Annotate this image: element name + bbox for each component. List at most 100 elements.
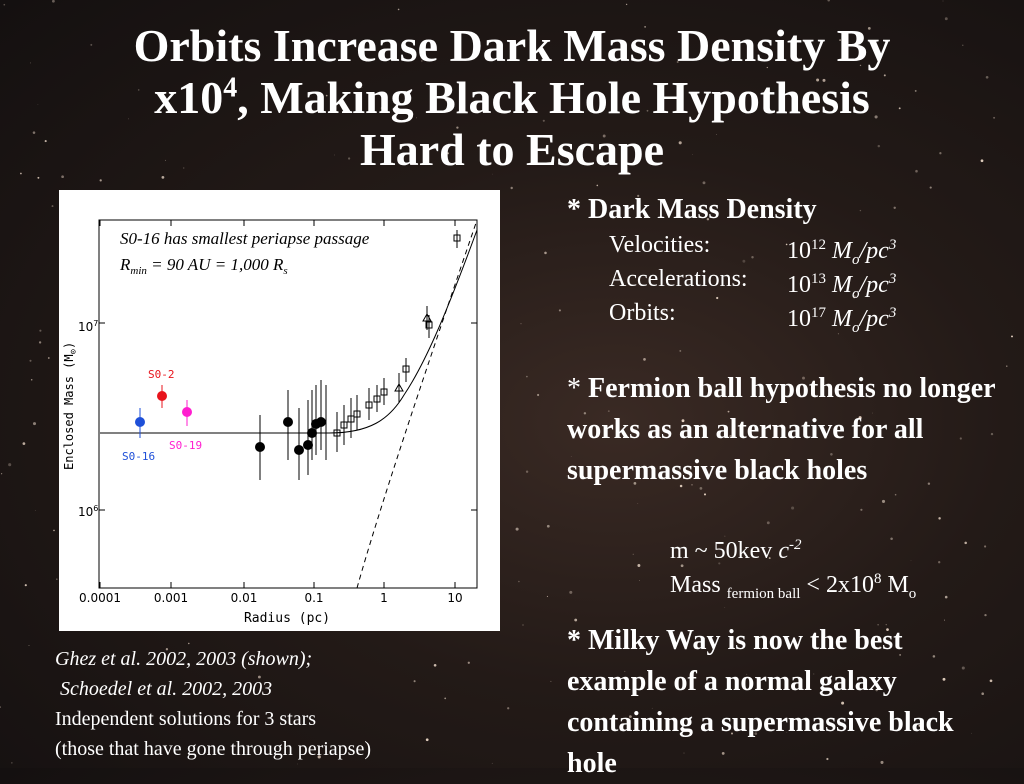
star-dot	[730, 382, 732, 383]
star-dot	[39, 329, 42, 332]
bullet2-fermion: * Fermion ball hypothesis no longer work…	[567, 373, 996, 486]
caption-line-1: Ghez et al. 2002, 2003 (shown);	[55, 648, 313, 670]
star-dot	[751, 256, 754, 259]
star-dot	[53, 529, 55, 532]
row-label: Velocities:	[609, 232, 711, 258]
star-dot	[569, 590, 573, 594]
star-dot	[325, 94, 328, 97]
x-axis-label: Radius (pc)	[244, 611, 330, 626]
star-dot	[416, 117, 417, 119]
plot-caption: Ghez et al. 2002, 2003 (shown); Schoedel…	[55, 644, 505, 764]
star-dot	[34, 510, 36, 511]
star-dot	[596, 184, 599, 187]
star-dot	[841, 701, 845, 705]
star-dot	[699, 487, 703, 490]
star-dot	[32, 131, 36, 134]
star-dot	[51, 205, 54, 208]
star-dot	[413, 680, 416, 683]
star-dot	[766, 521, 770, 525]
star-dot	[883, 74, 886, 77]
star-dot	[8, 463, 12, 467]
star-dot	[877, 624, 879, 626]
star-s02	[157, 385, 167, 408]
star-dot	[569, 203, 572, 206]
star-dot	[993, 116, 996, 119]
star-dot	[542, 119, 545, 122]
star-dot	[165, 648, 169, 651]
star-dot	[727, 410, 730, 413]
bullet1-heading: * Dark Mass Density	[567, 194, 817, 225]
star-dot	[702, 181, 706, 185]
ytick-upper: 107	[78, 319, 98, 334]
title-line-1: Orbits Increase Dark Mass Density By	[133, 20, 891, 71]
star-dot	[964, 541, 967, 545]
star-dot	[984, 613, 987, 617]
star-dot	[893, 206, 896, 209]
caption-line-2: Schoedel et al. 2002, 2003	[55, 678, 273, 700]
star-dot	[510, 186, 513, 190]
star-dot	[756, 718, 758, 720]
star-dot	[880, 760, 884, 764]
star-dot	[692, 153, 693, 155]
black-data-points	[259, 380, 327, 480]
caption-line-3: Independent solutions for 3 stars	[55, 708, 317, 730]
star-dot	[984, 545, 987, 548]
star-dot	[56, 578, 58, 580]
star-dot	[724, 606, 726, 608]
star-dot	[716, 134, 718, 135]
star-dot	[879, 646, 882, 649]
plot-annotation-line2: Rmin = 90 AU = 1,000 Rs	[119, 255, 288, 277]
star-dot	[681, 419, 685, 423]
star-dot	[522, 624, 524, 626]
star-dot	[981, 692, 984, 695]
star-dot	[742, 259, 746, 263]
star-dot	[467, 661, 470, 664]
label-s016: S0-16	[122, 450, 155, 463]
star-dot	[680, 564, 684, 568]
star-dot	[3, 3, 6, 6]
star-dot	[910, 560, 912, 561]
star-dot	[651, 707, 653, 709]
black-dots	[255, 417, 326, 455]
star-dot	[546, 524, 550, 528]
star-dot	[971, 732, 972, 734]
star-dot	[275, 30, 278, 34]
star-dot	[32, 422, 37, 426]
star-dot	[99, 179, 102, 182]
star-dot	[444, 98, 448, 102]
star-dot	[827, 0, 830, 2]
star-dot	[37, 176, 40, 179]
row-value: 1017 Mo/pc3	[787, 305, 897, 336]
stellar-cluster-curve	[356, 219, 478, 589]
star-dot	[0, 706, 1, 708]
star-dot	[649, 386, 652, 389]
y-ticks	[99, 322, 477, 511]
star-dot	[507, 707, 510, 710]
star-dot	[859, 209, 862, 212]
star-dot	[746, 673, 748, 675]
star-dot	[860, 508, 863, 511]
xtick-5: 10	[447, 591, 462, 605]
star-dot	[830, 453, 833, 456]
xtick-1: 0.001	[154, 591, 188, 605]
label-s019: S0-19	[169, 439, 202, 452]
star-dot	[679, 349, 682, 352]
star-dot	[380, 106, 384, 110]
star-dot	[391, 162, 393, 164]
star-dot	[676, 60, 679, 64]
star-dot	[927, 482, 931, 485]
star-s016	[135, 408, 145, 438]
star-dot	[703, 493, 707, 496]
label-s02: S0-2	[148, 368, 175, 381]
fermion-ball-mass-line: Mass fermion ball < 2x108 Mo	[670, 571, 917, 602]
row-label: Accelerations:	[609, 266, 748, 292]
star-dot	[706, 217, 710, 221]
star-dot	[691, 484, 693, 486]
star-dot	[515, 527, 519, 531]
star-dot	[629, 715, 632, 718]
star-dot	[852, 295, 856, 299]
star-dot	[290, 753, 292, 755]
enclosed-mass-plot: 0.0001 0.001 0.01 0.1 1 10 Radius (pc) 1…	[59, 190, 500, 631]
row-value: 1013 Mo/pc3	[787, 271, 897, 302]
xtick-2: 0.01	[231, 591, 258, 605]
